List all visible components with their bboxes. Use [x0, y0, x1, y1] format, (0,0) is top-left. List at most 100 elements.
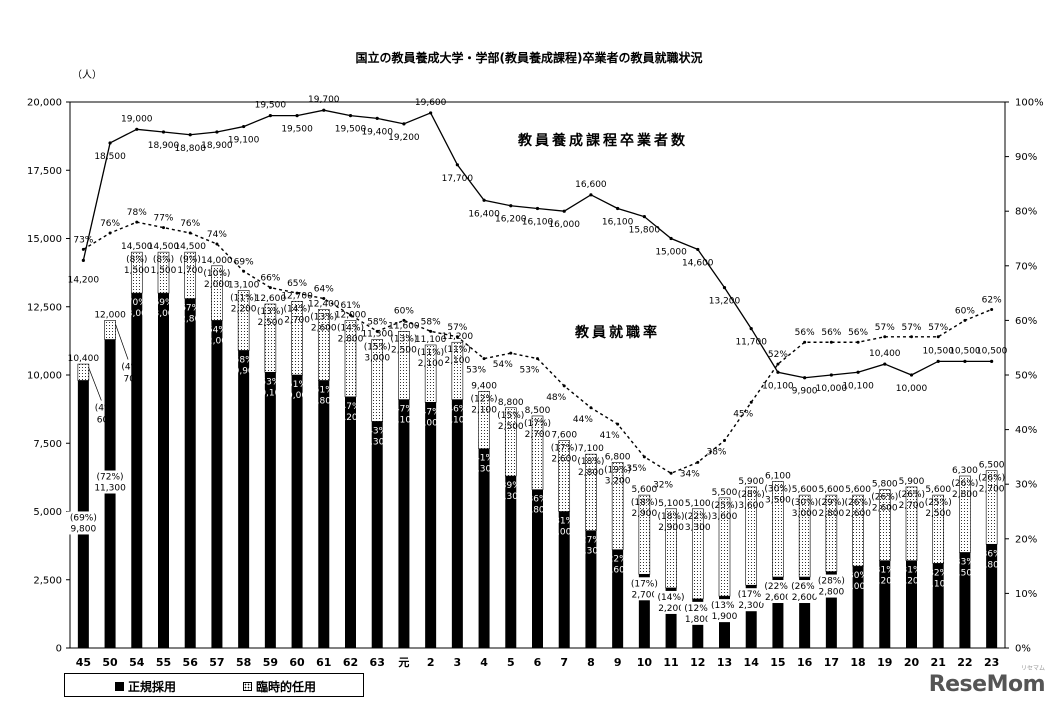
regular-pct-label: (12%): [684, 604, 711, 614]
left-axis-unit: （人）: [72, 69, 102, 81]
employment-rate-point: [803, 340, 807, 344]
x-tick-label: 8: [587, 656, 595, 669]
total-label: 6,100: [765, 471, 791, 481]
graduates-point: [455, 163, 459, 167]
temporary-value-label: 2,000: [204, 280, 230, 290]
regular-value-label: 3,600: [605, 566, 631, 576]
temporary-pct-label: (30%): [764, 484, 791, 494]
y2-tick-label: 40%: [1015, 425, 1037, 436]
temporary-pct-label: (14%): [284, 304, 311, 314]
employment-rate-point: [215, 242, 219, 246]
graduates-value-label: 15,000: [655, 248, 687, 258]
graduates-value-label: 18,800: [174, 144, 206, 154]
graduates-point: [696, 247, 700, 252]
regular-pct-label: (69%): [70, 513, 97, 523]
bar-temporary: [665, 508, 677, 589]
regular-pct-label: (67%): [177, 304, 204, 314]
temporary-pct-label: (8%): [153, 255, 174, 265]
temporary-pct-label: (29%): [818, 498, 845, 508]
employment-rate-label: 58%: [421, 317, 441, 327]
bar-temporary: [585, 453, 597, 531]
regular-value-label: 2,200: [658, 604, 684, 614]
y-tick-label: 20,000: [27, 98, 62, 109]
x-tick-label: 50: [102, 656, 118, 669]
bar-temporary: [77, 363, 90, 381]
graduates-value-label: 19,600: [415, 98, 447, 108]
total-label: 12,000: [94, 310, 126, 320]
graduates-value-label: 18,900: [201, 141, 233, 151]
graduates-point: [509, 204, 513, 208]
total-label: 11,100: [415, 335, 447, 345]
temporary-pct-label: (26%): [898, 490, 925, 500]
temporary-pct-label: (4%): [121, 363, 142, 373]
temporary-pct-label: (15%): [497, 411, 524, 421]
x-tick-label: 62: [343, 656, 358, 669]
x-tick-label: 59: [263, 656, 278, 669]
graduates-value-label: 10,000: [896, 384, 928, 394]
regular-value-label: 11,300: [94, 484, 126, 494]
y-tick-label: 2,500: [33, 575, 62, 586]
total-label: 5,900: [899, 477, 925, 487]
temporary-pct-label: (8%): [126, 255, 147, 265]
temporary-pct-label: (26%): [845, 498, 872, 508]
employment-rate-point: [402, 318, 406, 322]
temporary-pct-label: (18%): [577, 457, 604, 467]
regular-label-bg: [734, 588, 769, 612]
y-tick-label: 0: [56, 644, 62, 655]
graduates-point: [348, 114, 353, 118]
bar-temporary: [798, 494, 811, 578]
x-tick-label: 4: [480, 656, 488, 669]
bar-regular: [451, 399, 463, 648]
bar-regular: [959, 552, 971, 648]
employment-rate-label: 35%: [626, 464, 646, 474]
x-tick-label: 12: [690, 656, 705, 669]
graduates-value-label: 11,700: [735, 338, 767, 348]
graduates-point: [562, 209, 566, 213]
temporary-pct-label: (30%): [791, 498, 818, 508]
graduates-value-label: 19,100: [228, 136, 260, 146]
graduates-point: [963, 359, 967, 363]
regular-value-label: 3,200: [872, 577, 898, 587]
employment-rate-point: [883, 335, 887, 339]
regular-pct-label: (30%): [845, 571, 872, 581]
employment-rate-point: [963, 318, 967, 322]
graduates-point: [883, 362, 887, 366]
bar-temporary: [264, 303, 277, 373]
regular-value-label: 2,300: [738, 601, 764, 611]
x-tick-label: 63: [370, 656, 385, 669]
graduates-value-label: 10,100: [762, 381, 794, 391]
regular-pct-label: (36%): [524, 495, 551, 505]
temporary-value-label: 1,500: [151, 266, 177, 276]
regular-pct-label: (39%): [497, 481, 524, 491]
legend-label-temporary: 臨時的任用: [256, 680, 317, 694]
regular-pct-label: (36%): [978, 549, 1005, 559]
bar-temporary: [371, 339, 384, 422]
x-tick-label: 57: [209, 656, 224, 669]
bar-regular: [825, 571, 837, 648]
temporary-pct-label: (9%): [180, 255, 201, 265]
employment-rate-point: [616, 422, 620, 426]
regular-pct-label: (31%): [551, 517, 578, 527]
bar-regular: [879, 560, 891, 648]
y2-tick-label: 90%: [1015, 152, 1037, 163]
regular-value-label: 10,900: [228, 366, 260, 376]
regular-value-label: 2,600: [792, 593, 818, 603]
employment-rate-label: 41%: [600, 431, 620, 441]
graduates-value-label: 15,800: [629, 226, 661, 236]
employment-rate-series-label: 教員就職率: [575, 324, 660, 341]
graduates-point: [295, 114, 299, 118]
graduates-value-label: 10,500: [976, 346, 1008, 356]
graduates-point: [990, 359, 994, 363]
x-tick-label: 55: [156, 656, 171, 669]
temporary-pct-label: (15%): [364, 343, 391, 353]
bar-regular: [211, 320, 223, 648]
temporary-pct-label: (26%): [951, 479, 978, 489]
callout-line: [115, 324, 129, 360]
total-label: 13,100: [228, 280, 260, 290]
temporary-pct-label: (28%): [738, 490, 765, 500]
employment-rate-label: 62%: [982, 295, 1002, 305]
temporary-value-label: 3,500: [765, 495, 791, 505]
regular-pct-label: (32%): [925, 568, 952, 578]
bar-temporary: [772, 481, 784, 578]
graduates-value-label: 16,600: [575, 180, 607, 190]
